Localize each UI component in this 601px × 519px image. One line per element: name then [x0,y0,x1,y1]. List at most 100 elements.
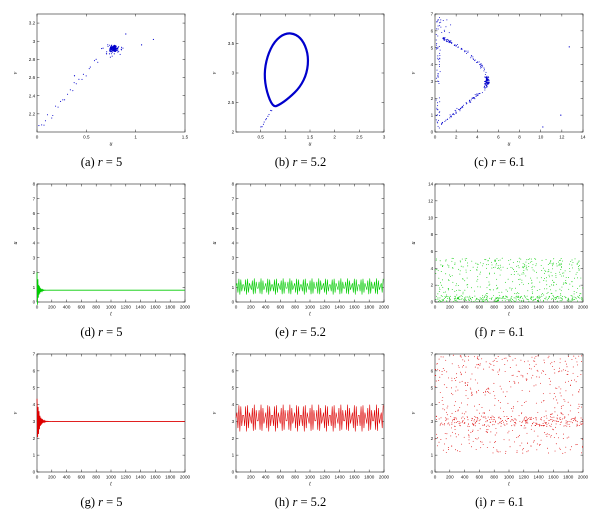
chart-f-canvas: 0 200 400 600 800 1000 1200 1400 1600 1800 2000 0 2 4… [411,182,589,318]
svg-text:1: 1 [430,113,433,118]
svg-text:1.5: 1.5 [306,134,313,139]
svg-text:600: 600 [475,304,483,309]
caption-b-val: = 5.2 [300,155,327,169]
svg-text:400: 400 [460,304,468,309]
svg-text:2: 2 [430,283,433,288]
svg-text:2.5: 2.5 [356,134,363,139]
svg-text:1400: 1400 [533,474,544,479]
svg-text:1200: 1200 [518,304,529,309]
svg-text:1000: 1000 [503,474,514,479]
svg-text:600: 600 [77,304,85,309]
caption-b-label: (b) [274,155,290,169]
svg-text:6: 6 [231,211,234,216]
svg-text:1: 1 [231,453,234,458]
svg-text:7: 7 [231,196,234,201]
svg-text:800: 800 [92,304,100,309]
caption-f-label: (f) [474,325,488,339]
svg-text:0: 0 [430,130,433,135]
svg-text:1600: 1600 [349,474,360,479]
caption-g-label: (g) [80,495,95,509]
svg-text:600: 600 [276,304,284,309]
svg-text:0.5: 0.5 [257,134,264,139]
caption-f-var: r [490,325,496,339]
svg-text:800: 800 [291,474,299,479]
svg-text:1200: 1200 [319,304,330,309]
caption-b-var: r [292,155,298,169]
caption-a-val: = 5 [105,155,123,169]
caption-g: (g) r = 5 [80,495,122,510]
svg-text:t: t [110,482,112,488]
svg-text:3: 3 [32,419,35,424]
svg-text:6: 6 [430,368,433,373]
svg-text:1800: 1800 [563,474,574,479]
svg-text:1800: 1800 [364,304,375,309]
svg-text:2.8: 2.8 [28,57,35,62]
svg-text:800: 800 [490,304,498,309]
svg-text:14: 14 [580,134,586,139]
svg-text:3: 3 [430,419,433,424]
svg-text:12: 12 [559,134,565,139]
svg-text:5: 5 [430,45,433,50]
chart-b-canvas: 0.5 1 1.5 2 2.5 3 2 2.5 3 3.5 4 u v [212,12,386,148]
svg-text:1200: 1200 [120,304,131,309]
svg-text:1600: 1600 [150,474,161,479]
caption-a-var: r [97,155,103,169]
svg-text:0: 0 [433,474,436,479]
svg-text:800: 800 [490,474,498,479]
svg-text:800: 800 [92,474,100,479]
svg-text:200: 200 [246,304,254,309]
svg-text:0: 0 [35,304,38,309]
svg-text:1000: 1000 [304,474,315,479]
caption-a-label: (a) [80,155,95,169]
svg-text:4: 4 [231,402,234,407]
subplot-g: 0 200 400 600 800 1000 1200 1400 1600 1800 2000 0 1 2… [2,346,201,510]
chart-a-canvas: 0 0.5 1 1.5 2.2 2.4 2.6 2.8 3 3.2 u v [13,13,188,148]
caption-c-val: = 6.1 [499,155,525,169]
svg-text:800: 800 [291,304,299,309]
svg-text:4: 4 [231,12,234,17]
svg-text:3.2: 3.2 [28,21,35,26]
caption-a: (a) r = 5 [81,155,122,170]
svg-text:6: 6 [497,134,500,139]
svg-text:2000: 2000 [378,474,389,479]
caption-d-label: (d) [80,325,95,339]
svg-text:1: 1 [32,453,35,458]
subplot-i: 0 200 400 600 800 1000 1200 1400 1600 1800 2000 0 1 2… [400,346,599,510]
svg-text:v: v [411,71,417,74]
svg-text:6: 6 [430,249,433,254]
svg-text:600: 600 [276,474,284,479]
svg-text:2: 2 [333,134,336,139]
svg-text:0: 0 [32,470,35,475]
svg-text:3: 3 [382,134,385,139]
svg-text:1000: 1000 [105,304,116,309]
caption-c-var: r [491,155,496,169]
svg-text:0: 0 [433,304,436,309]
caption-h: (h) r = 5.2 [275,495,327,510]
svg-text:200: 200 [47,304,55,309]
svg-text:1: 1 [231,285,234,290]
svg-text:2: 2 [430,436,433,441]
caption-i: (i) r = 6.1 [475,495,524,510]
svg-text:400: 400 [62,304,70,309]
svg-text:v: v [13,71,19,74]
svg-text:0: 0 [430,300,433,305]
svg-text:1400: 1400 [135,304,146,309]
caption-h-label: (h) [274,495,290,509]
svg-text:3: 3 [231,71,234,76]
svg-text:1800: 1800 [165,474,176,479]
svg-text:1200: 1200 [518,474,529,479]
svg-text:t: t [309,312,311,318]
svg-text:10: 10 [538,134,544,139]
caption-c-label: (c) [474,155,488,169]
svg-text:2: 2 [231,270,234,275]
svg-text:2.5: 2.5 [227,100,234,105]
svg-text:6: 6 [231,368,234,373]
svg-text:v: v [212,71,218,74]
svg-text:6: 6 [430,28,433,33]
svg-text:1200: 1200 [319,474,330,479]
svg-text:1600: 1600 [548,474,559,479]
subplot-e: 0 200 400 600 800 1000 1200 1400 1600 1800 2000 0 1 2… [201,176,400,340]
caption-h-var: r [292,495,298,509]
svg-text:t: t [309,482,311,488]
